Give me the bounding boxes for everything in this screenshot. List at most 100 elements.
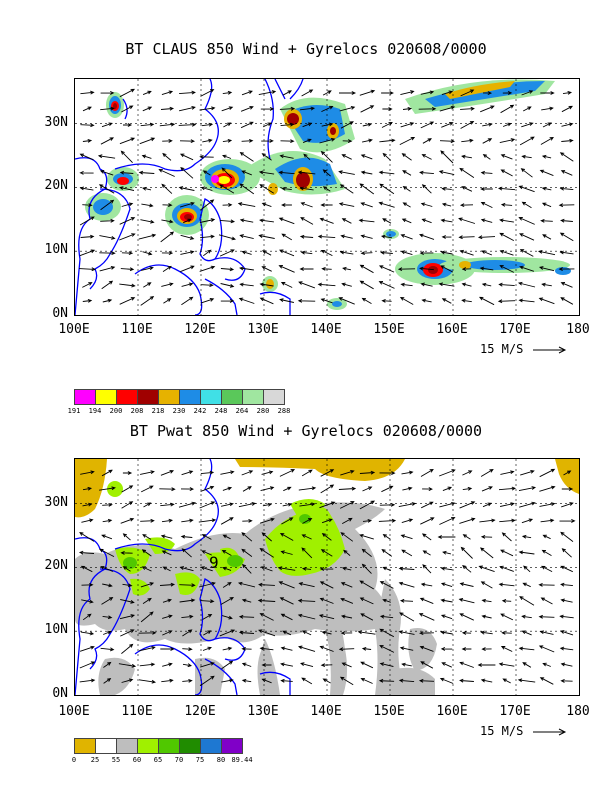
wind-vector	[360, 202, 373, 208]
wind-vector	[440, 598, 453, 603]
wind-vector	[558, 267, 575, 272]
wind-vector	[420, 90, 435, 95]
wind-vector	[99, 486, 116, 491]
wind-vector	[280, 613, 293, 621]
wind-vector	[102, 583, 113, 588]
wind-vector	[182, 663, 192, 668]
wind-vector	[438, 170, 455, 176]
wind-vector	[259, 184, 275, 194]
x-tick-label: 130E	[247, 322, 279, 337]
wind-vector	[538, 645, 555, 653]
wind-vector	[241, 598, 252, 603]
wind-vector	[161, 219, 174, 224]
wind-vector	[379, 614, 394, 619]
wind-vector	[360, 251, 373, 256]
wind-vector	[221, 660, 234, 670]
wind-vector	[119, 297, 136, 305]
wind-vector	[259, 613, 274, 621]
wind-vector	[138, 630, 157, 635]
wind-vector	[281, 233, 293, 241]
legend-swatch	[200, 389, 222, 405]
wind-vector	[159, 582, 176, 587]
wind-vector	[121, 643, 134, 654]
wind-vector	[322, 678, 331, 684]
wind-vector	[279, 154, 294, 159]
wind-vector	[420, 517, 435, 525]
wind-vector	[499, 265, 515, 273]
wind-vector	[419, 631, 434, 636]
wind-vector	[460, 106, 475, 111]
wind-vector	[239, 234, 254, 240]
wind-vector	[161, 678, 174, 683]
wind-vector	[477, 663, 496, 667]
wind-vector	[518, 185, 535, 193]
wind-vector	[143, 502, 152, 508]
wind-vector	[359, 500, 375, 510]
wind-vector	[480, 170, 493, 175]
wind-vector	[517, 678, 536, 683]
wind-vector	[358, 218, 375, 223]
wind-vector	[341, 282, 352, 287]
wind-vector	[521, 518, 534, 524]
wind-vector	[278, 217, 295, 225]
wind-vector	[402, 170, 412, 176]
wind-vector	[80, 565, 93, 573]
wind-vector	[400, 122, 415, 128]
wind-vector	[338, 170, 355, 175]
wind-vector	[100, 90, 115, 95]
wind-vector	[118, 663, 137, 668]
wind-vector	[559, 646, 574, 651]
wind-vector	[519, 501, 536, 508]
wind-vector	[440, 250, 453, 255]
wind-vector	[340, 532, 354, 542]
wind-vector	[299, 106, 316, 111]
wind-vector	[97, 154, 116, 159]
x-tick-label: 160E	[436, 704, 468, 719]
wind-vector	[418, 613, 435, 621]
wind-vector	[79, 532, 95, 542]
wind-vector	[518, 217, 535, 225]
wind-vector	[241, 662, 252, 667]
wind-vector	[142, 597, 152, 604]
wind-vector	[241, 250, 252, 255]
panel1-reference-label: 15 M/S	[480, 342, 524, 356]
wind-vector	[401, 218, 412, 224]
wind-vector	[439, 469, 456, 477]
wind-vector	[321, 122, 334, 127]
x-tick-label: 150E	[373, 322, 405, 337]
wind-vector	[400, 90, 415, 96]
wind-vector	[420, 468, 434, 477]
wind-vector	[239, 282, 254, 287]
wind-vector	[538, 614, 555, 619]
claus-map	[74, 78, 580, 316]
wind-vector	[440, 582, 453, 588]
wind-vector	[140, 295, 155, 306]
wind-vector	[541, 549, 552, 556]
wind-vector	[519, 265, 535, 272]
wind-vector	[81, 518, 94, 523]
wind-vector	[338, 202, 355, 207]
wind-vector	[561, 502, 574, 508]
wind-vector	[319, 217, 334, 224]
wind-vector	[459, 167, 475, 178]
wind-vector	[459, 203, 474, 208]
wind-vector	[440, 150, 454, 164]
wind-vector	[518, 298, 535, 303]
wind-vector	[559, 186, 574, 191]
wind-vector	[560, 170, 573, 176]
claus-map-graphic	[75, 79, 579, 315]
wind-vector	[420, 661, 434, 669]
wind-vector	[460, 546, 473, 559]
wind-vector	[361, 548, 372, 557]
wind-vector	[360, 613, 374, 621]
wind-vector	[202, 170, 211, 176]
wind-vector	[538, 266, 555, 272]
legend-swatch	[95, 738, 117, 754]
wind-vector	[421, 298, 432, 303]
wind-vector	[300, 662, 314, 668]
wind-vector	[381, 298, 392, 303]
wind-vector	[200, 199, 215, 211]
wind-vector	[101, 469, 113, 477]
wind-vector	[80, 631, 95, 636]
wind-vector	[141, 549, 152, 557]
